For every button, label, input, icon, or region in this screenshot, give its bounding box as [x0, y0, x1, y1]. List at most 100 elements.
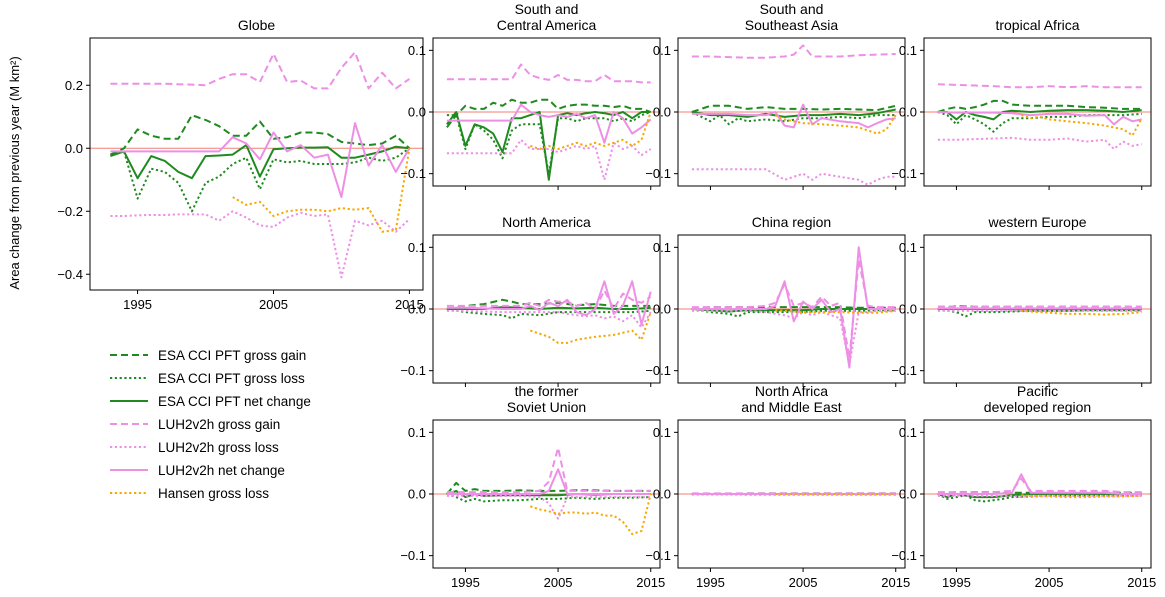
y-tick-label: 0.1	[653, 425, 671, 440]
series-line-luh_gain	[937, 83, 1142, 89]
series-line-luh_net	[110, 122, 411, 199]
series-line-esa_loss	[937, 308, 1142, 318]
y-tick-label: 0.0	[899, 302, 917, 317]
series-line-hansen_loss	[232, 148, 411, 233]
series-line-luh_net	[691, 246, 896, 369]
panel-0: 0.2 0.0 −0.2 −0.4 1995 2005 2015 Globe	[57, 17, 424, 312]
y-tick-label: −0.1	[645, 363, 671, 378]
y-tick-label: −0.1	[891, 166, 917, 181]
x-tick-label: 2005	[544, 575, 573, 590]
y-tick-label: 0.0	[408, 487, 426, 502]
series-line-luh_net	[937, 111, 1142, 126]
series-line-esa_gain	[937, 99, 1142, 113]
x-tick-label: 2005	[789, 575, 818, 590]
series-line-luh_gain	[691, 44, 896, 59]
y-tick-label: 0.0	[899, 487, 917, 502]
series-line-esa_gain	[109, 114, 411, 156]
y-tick-label: 0.1	[408, 240, 426, 255]
panels: 0.2 0.0 −0.2 −0.4 1995 2005 2015 Globe 0.1 0.0 −0.…	[57, 1, 1156, 590]
panel-title: western Europe	[987, 214, 1086, 230]
y-tick-label: −0.1	[891, 548, 917, 563]
series-line-esa_loss	[937, 493, 1142, 503]
series-line-esa_loss	[691, 111, 896, 126]
y-tick-label: −0.1	[645, 166, 671, 181]
series-line-luh_loss	[446, 494, 651, 520]
x-tick-label: 2015	[395, 297, 424, 312]
series-line-hansen_loss	[529, 311, 652, 344]
series-line-esa_net	[937, 109, 1142, 121]
legend-label: LUH2v2h gross gain	[158, 417, 280, 432]
series-line-esa_gain	[446, 298, 651, 310]
panel-3: 0.1 0.0 −0.1 tropical Africa	[891, 17, 1152, 190]
y-axis-label: Area change from previous year (M km²)	[7, 56, 22, 289]
legend-label: ESA CCI PFT gross gain	[158, 348, 306, 363]
panel-title: North Africa	[755, 383, 828, 399]
panel-6: 0.1 0.0 −0.1 western Europe	[891, 214, 1152, 387]
x-tick-label: 2015	[636, 575, 665, 590]
x-tick-label: 2005	[259, 297, 288, 312]
y-tick-label: −0.1	[400, 548, 426, 563]
series-line-luh_loss	[937, 136, 1142, 150]
series-line-luh_loss	[691, 168, 896, 186]
panel-title: North America	[502, 214, 591, 230]
y-tick-label: −0.1	[645, 548, 671, 563]
series-line-hansen_loss	[529, 111, 652, 150]
series-line-esa_loss	[937, 111, 1142, 133]
panel-title: Central America	[497, 17, 597, 33]
series-line-luh_loss	[110, 210, 411, 279]
y-tick-label: −0.1	[400, 166, 426, 181]
series-line-esa_net	[110, 144, 410, 180]
panel-title: South and	[515, 1, 579, 17]
series-line-esa_loss	[691, 308, 896, 318]
y-tick-label: −0.4	[57, 267, 83, 282]
x-tick-label: 1995	[123, 297, 152, 312]
x-tick-label: 1995	[696, 575, 725, 590]
legend-label: ESA CCI PFT gross loss	[158, 371, 305, 386]
series-line-luh_net	[937, 473, 1142, 495]
panel-title: Globe	[238, 17, 276, 33]
legend-label: ESA CCI PFT net change	[158, 394, 311, 409]
series-line-esa_net	[691, 108, 896, 118]
series-line-hansen_loss	[774, 114, 897, 135]
legend-label: LUH2v2h gross loss	[158, 440, 279, 455]
series-line-hansen_loss	[1020, 114, 1143, 137]
y-tick-label: 0.2	[65, 78, 83, 93]
y-tick-label: 0.1	[408, 43, 426, 58]
series-line-esa_loss	[446, 111, 652, 175]
panel-5: 0.1 0.0 −0.1 China region	[645, 214, 906, 387]
x-tick-label: 1995	[942, 575, 971, 590]
panel-title: China region	[752, 214, 831, 230]
series-line-luh_net	[446, 103, 652, 144]
series-line-hansen_loss	[529, 493, 652, 536]
x-tick-label: 1995	[451, 575, 480, 590]
y-tick-label: −0.1	[891, 363, 917, 378]
legend-label: LUH2v2h net change	[158, 463, 285, 478]
y-tick-label: 0.0	[653, 487, 671, 502]
series-line-luh_loss	[446, 309, 652, 329]
x-tick-label: 2005	[1035, 575, 1064, 590]
y-tick-label: 0.0	[653, 105, 671, 120]
panel-4: 0.1 0.0 −0.1 North America	[400, 214, 661, 387]
panel-title: tropical Africa	[995, 17, 1079, 33]
series-line-luh_gain	[110, 51, 410, 90]
plot-frame	[89, 37, 424, 291]
y-tick-label: 0.1	[899, 425, 917, 440]
y-tick-label: 0.1	[899, 43, 917, 58]
panel-title: Pacific	[1017, 383, 1058, 399]
series-line-luh_loss	[446, 138, 652, 181]
panel-title: Southeast Asia	[745, 17, 839, 33]
series-line-esa_gain	[691, 104, 896, 113]
panel-title: Soviet Union	[507, 399, 586, 415]
series-line-luh_gain	[937, 477, 1142, 494]
y-tick-label: 0.1	[653, 43, 671, 58]
y-tick-label: 0.1	[653, 240, 671, 255]
series-line-luh_loss	[691, 309, 896, 366]
series-line-luh_net	[446, 468, 651, 495]
x-tick-label: 2015	[1127, 575, 1156, 590]
series-line-esa_gain	[446, 98, 652, 129]
y-tick-label: 0.0	[408, 105, 426, 120]
